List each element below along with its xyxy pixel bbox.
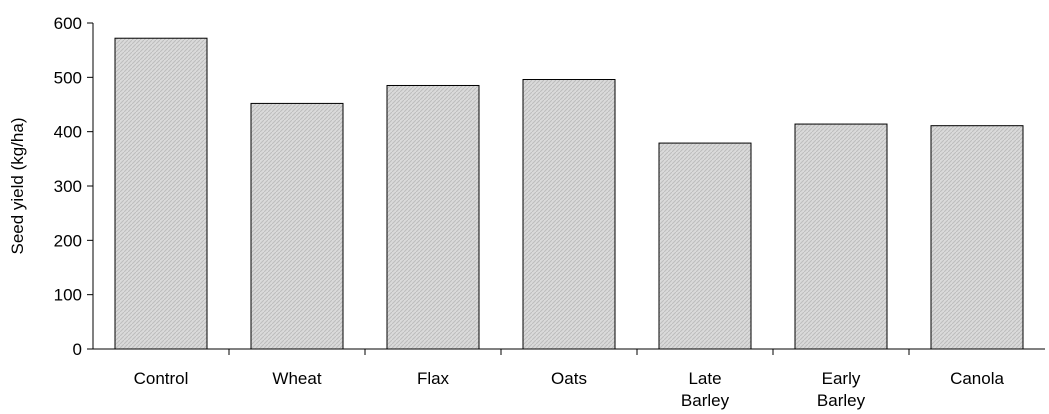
y-tick-label-0: 0 — [73, 340, 82, 359]
bar-flax — [386, 84, 480, 350]
y-tick-label-100: 100 — [54, 286, 82, 305]
y-tick-label-200: 200 — [54, 231, 82, 250]
x-tick-label-canola: Canola — [950, 369, 1004, 388]
y-axis: 0 100 200 300 400 500 600 — [54, 14, 94, 359]
x-tick-label-wheat: Wheat — [272, 369, 321, 388]
x-tick-label-flax: Flax — [417, 369, 450, 388]
bar-late-barley — [658, 142, 752, 350]
x-tick-label-control: Control — [134, 369, 189, 388]
bar-wheat — [250, 102, 344, 350]
x-tick-label-early-barley: Early Barley — [817, 369, 866, 410]
bar-control — [114, 37, 208, 350]
y-tick-label-400: 400 — [54, 123, 82, 142]
bar-early-barley — [794, 123, 888, 350]
bar-oats — [522, 79, 616, 350]
x-tick-label-oats: Oats — [551, 369, 587, 388]
y-axis-title: Seed yield (kg/ha) — [8, 117, 27, 254]
y-tick-label-500: 500 — [54, 68, 82, 87]
x-tick-label-late-barley: Late Barley — [681, 369, 730, 410]
y-tick-label-300: 300 — [54, 177, 82, 196]
bar-canola — [930, 125, 1024, 350]
y-tick-label-600: 600 — [54, 14, 82, 33]
bars — [114, 37, 1024, 350]
x-axis: Control Wheat Flax Oats Late Barley Early Barle… — [93, 348, 1045, 410]
